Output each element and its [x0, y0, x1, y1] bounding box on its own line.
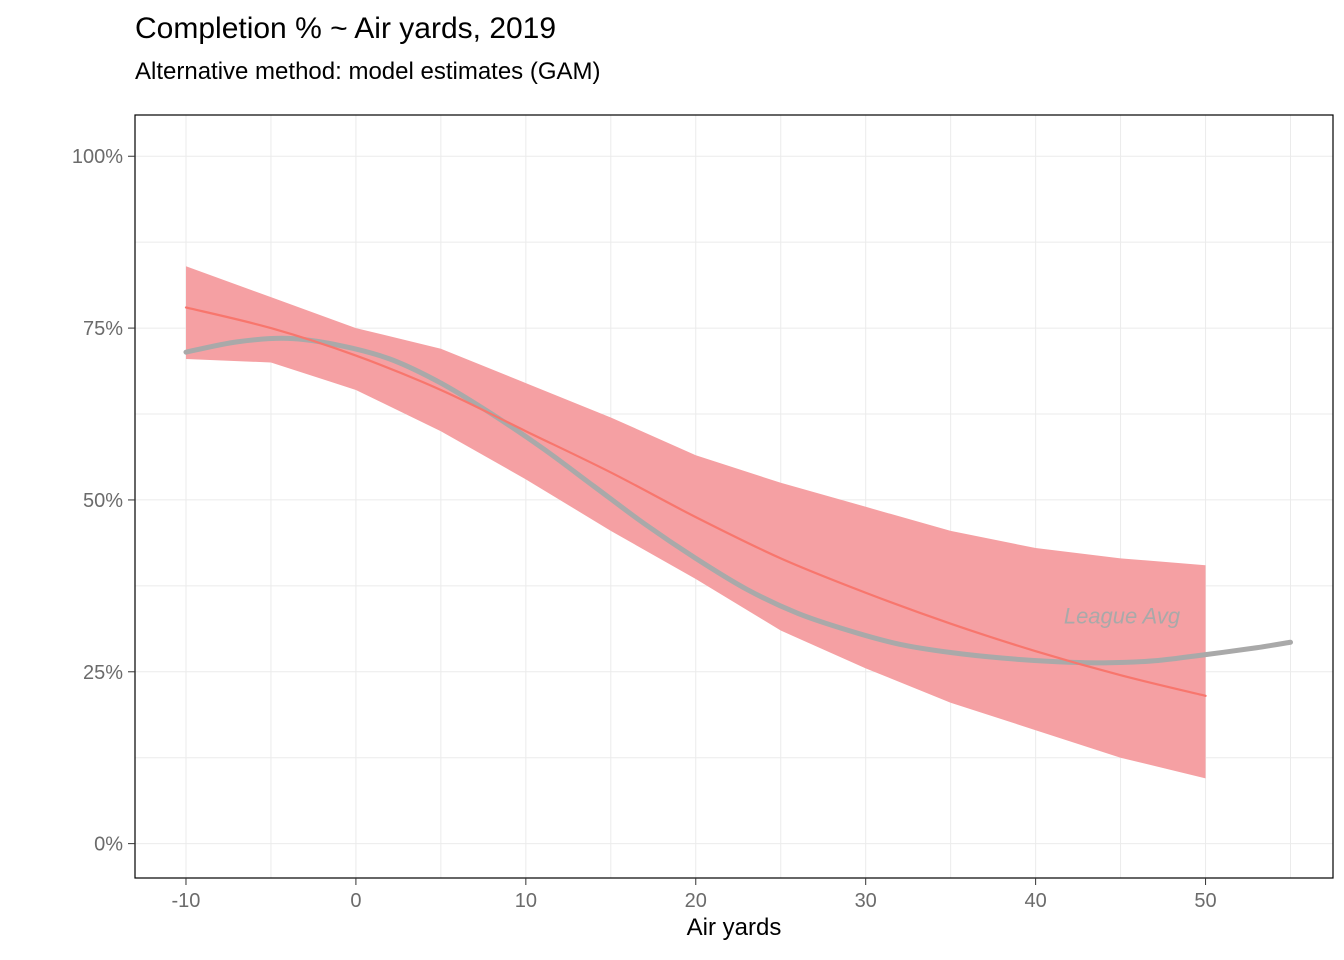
y-tick-label: 75%	[83, 318, 123, 340]
y-tick-label: 25%	[83, 662, 123, 684]
x-tick-label: 10	[515, 890, 537, 912]
y-tick-label: 50%	[83, 490, 123, 512]
y-tick-label: 0%	[94, 834, 123, 856]
x-tick-label: -10	[172, 890, 201, 912]
chart-subtitle: Alternative method: model estimates (GAM…	[135, 58, 601, 86]
league-avg-label: League Avg	[1064, 604, 1181, 629]
y-tick-label: 100%	[72, 146, 123, 168]
x-tick-label: 40	[1024, 890, 1046, 912]
chart-title: Completion % ~ Air yards, 2019	[135, 12, 556, 46]
chart-container: { "chart": { "type": "line", "title": "C…	[0, 0, 1344, 960]
x-axis-label: Air yards	[687, 914, 782, 941]
chart-svg: League Avg -10 0 10 20 30 40 50 0% 25% 50% 75% 100% A…	[0, 0, 1344, 960]
x-tick-label: 30	[855, 890, 877, 912]
x-tick-label: 50	[1194, 890, 1216, 912]
x-tick-label: 20	[685, 890, 707, 912]
x-tick-label: 0	[350, 890, 361, 912]
